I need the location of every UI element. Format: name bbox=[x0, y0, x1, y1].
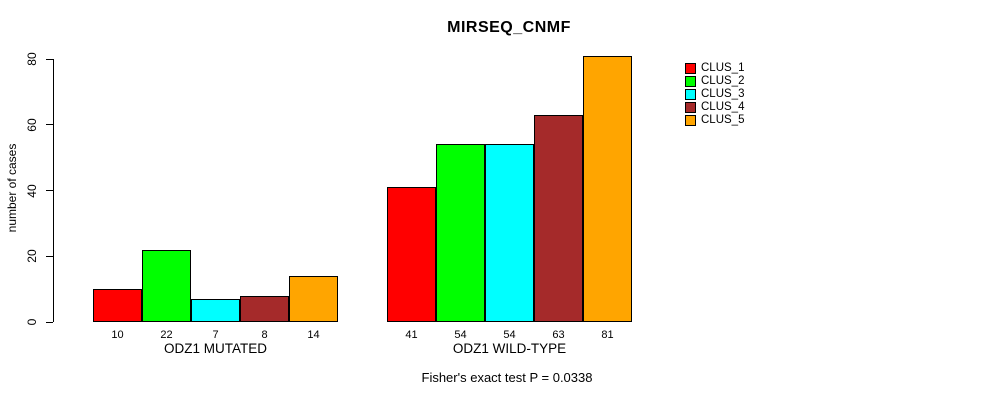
y-axis-tick bbox=[46, 58, 53, 60]
legend-label: CLUS_2 bbox=[701, 75, 745, 87]
y-axis-tick-label: 0 bbox=[25, 318, 39, 326]
bar-value-label: 8 bbox=[261, 329, 268, 341]
legend-label: CLUS_4 bbox=[701, 101, 745, 113]
bar-clus-4 bbox=[240, 295, 289, 322]
bar-clus-5 bbox=[583, 55, 632, 322]
fisher-test-annotation: Fisher's exact test P = 0.0338 bbox=[421, 370, 593, 385]
legend-item-clus-2: CLUS_2 bbox=[685, 75, 745, 87]
y-axis-label: number of cases bbox=[5, 143, 19, 233]
legend-swatch-icon bbox=[685, 63, 696, 74]
bar-clus-5 bbox=[289, 275, 338, 322]
bar-group-odz1-wild-type: 41 54 54 63 81 bbox=[387, 55, 632, 341]
bar-value-label: 22 bbox=[160, 329, 173, 341]
legend-item-clus-1: CLUS_1 bbox=[685, 62, 745, 74]
y-axis-tick-label: 80 bbox=[25, 52, 39, 66]
bar-clus-1 bbox=[93, 289, 142, 322]
legend-swatch-icon bbox=[685, 89, 696, 100]
bar-clus-4 bbox=[534, 114, 583, 322]
bar-clus-2 bbox=[142, 249, 191, 322]
group-label-odz1-mutated: ODZ1 MUTATED bbox=[164, 341, 267, 356]
y-axis-tick bbox=[46, 255, 53, 257]
y-axis-tick-label: 20 bbox=[25, 249, 39, 263]
y-axis-tick bbox=[46, 190, 53, 191]
bar-clus-3 bbox=[485, 144, 534, 322]
y-axis-line bbox=[53, 59, 54, 322]
y-axis-tick bbox=[46, 124, 53, 126]
y-axis-tick-label: 60 bbox=[25, 118, 39, 132]
legend: CLUS_1 CLUS_2 CLUS_3 CLUS_4 CLUS_5 bbox=[685, 62, 745, 128]
legend-label: CLUS_3 bbox=[701, 88, 745, 100]
bar-group-odz1-mutated: 10 22 7 8 14 bbox=[93, 59, 338, 341]
legend-label: CLUS_1 bbox=[701, 62, 745, 74]
bar-clus-2 bbox=[436, 144, 485, 322]
legend-item-clus-4: CLUS_4 bbox=[685, 101, 745, 113]
group-label-odz1-wild-type: ODZ1 WILD-TYPE bbox=[452, 341, 567, 356]
legend-swatch-icon bbox=[685, 115, 696, 126]
bar-value-label: 63 bbox=[552, 329, 565, 341]
bar-value-label: 7 bbox=[212, 329, 219, 341]
bar-value-label: 10 bbox=[111, 329, 124, 341]
bar-clus-1 bbox=[387, 187, 436, 322]
legend-item-clus-3: CLUS_3 bbox=[685, 88, 745, 100]
legend-item-clus-5: CLUS_5 bbox=[685, 114, 745, 126]
bar-value-label: 14 bbox=[307, 329, 320, 341]
legend-swatch-icon bbox=[685, 76, 696, 87]
plot-area: 10 22 7 8 14 41 54 54 63 81 0 20 40 60 80 bbox=[25, 52, 653, 341]
y-axis-tick-label: 40 bbox=[25, 183, 39, 198]
legend-label: CLUS_5 bbox=[701, 114, 745, 126]
legend-swatch-icon bbox=[685, 102, 696, 113]
y-axis-tick bbox=[46, 321, 53, 323]
bar-value-label: 54 bbox=[503, 329, 516, 341]
bar-value-label: 41 bbox=[405, 329, 418, 341]
bar-value-label: 81 bbox=[601, 329, 614, 341]
bar-value-label: 54 bbox=[454, 329, 467, 341]
bar-clus-3 bbox=[191, 299, 240, 322]
chart-title: MIRSEQ_CNMF bbox=[447, 19, 571, 36]
